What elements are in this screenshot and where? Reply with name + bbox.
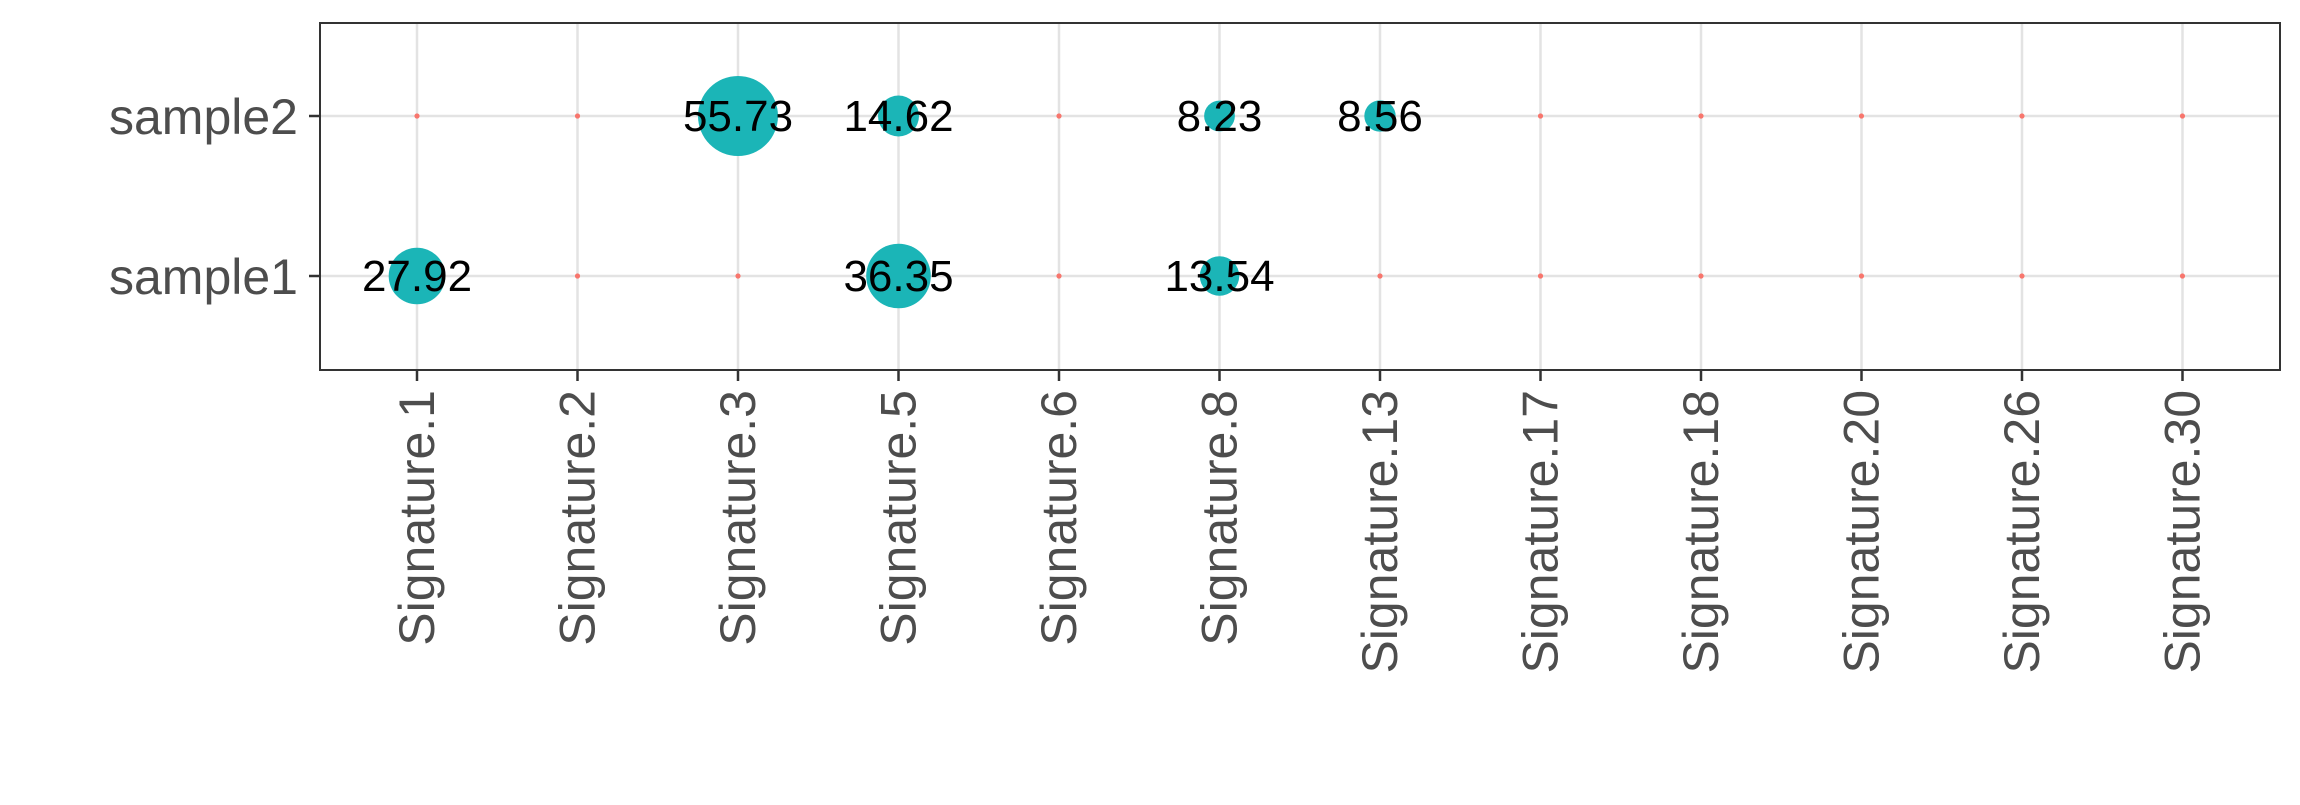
zero-point — [1056, 113, 1062, 119]
data-label: 13.54 — [1164, 252, 1274, 301]
panel-border — [319, 22, 2281, 371]
x-tick-label: Signature.20 — [1834, 390, 1890, 674]
zero-point — [574, 113, 581, 119]
x-tick-label: Signature.5 — [871, 390, 927, 646]
x-tick-label: Signature.13 — [1352, 390, 1408, 674]
zero-point — [414, 113, 420, 119]
zero-point — [1698, 273, 1704, 279]
zero-point — [2179, 113, 2186, 119]
point-layer — [388, 76, 2186, 309]
zero-point — [2019, 273, 2025, 279]
zero-point — [2019, 113, 2025, 119]
bubble-point — [698, 76, 778, 156]
zero-point — [1698, 113, 1704, 119]
bubble-point — [878, 95, 919, 137]
data-label: 8.56 — [1337, 92, 1423, 141]
zero-point — [1537, 273, 1544, 279]
x-tick-label: Signature.8 — [1192, 390, 1248, 646]
y-tick-label: sample2 — [109, 89, 298, 145]
axis-layer: Signature.1 Signature.2 Signature.3 Signatu… — [109, 89, 2211, 674]
data-label: 8.23 — [1177, 92, 1263, 141]
x-tick-label: Signature.2 — [550, 390, 606, 646]
x-tick-label: Signature.17 — [1513, 390, 1569, 674]
label-layer: 27.92 36.35 13.54 55.73 14.62 8.23 8.56 — [362, 92, 1423, 301]
zero-point — [574, 273, 581, 279]
x-tick-label: Signature.26 — [1994, 390, 2050, 674]
data-label: 36.35 — [843, 252, 953, 301]
grid-layer — [320, 23, 2280, 370]
zero-point — [1858, 273, 1865, 279]
bubble-point — [388, 247, 446, 305]
x-tick-label: Signature.18 — [1673, 390, 1729, 674]
x-tick-label: Signature.1 — [389, 390, 445, 646]
bubble-point — [1199, 256, 1240, 296]
data-label: 55.73 — [683, 92, 793, 141]
bubble-point — [1364, 100, 1396, 132]
zero-point — [1377, 273, 1383, 279]
x-tick-label: Signature.30 — [2155, 390, 2211, 674]
y-tick-label: sample1 — [109, 249, 298, 305]
data-label: 14.62 — [843, 92, 953, 141]
zero-point — [1537, 113, 1544, 119]
x-tick-label: Signature.3 — [710, 390, 766, 646]
zero-point — [1858, 113, 1865, 119]
zero-point — [2179, 273, 2186, 279]
zero-point — [735, 273, 741, 279]
x-tick-label: Signature.6 — [1031, 390, 1087, 646]
zero-point — [1056, 273, 1062, 279]
data-label: 27.92 — [362, 252, 472, 301]
bubble-point — [1204, 100, 1235, 132]
bubble-point — [866, 243, 931, 309]
